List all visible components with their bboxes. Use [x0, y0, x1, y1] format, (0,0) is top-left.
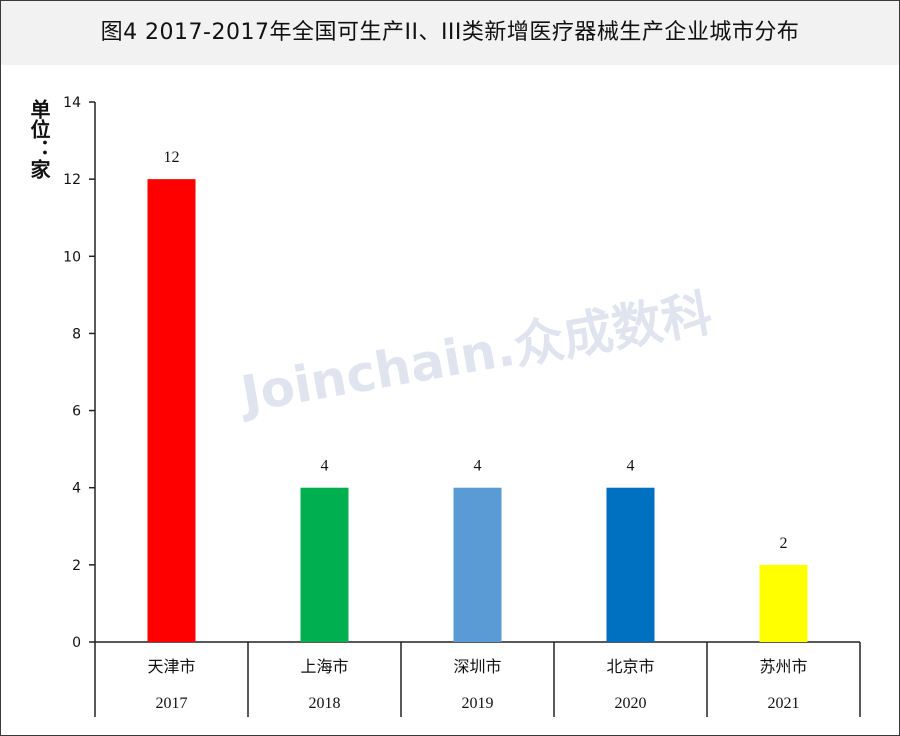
value-label-1: 4 [321, 458, 329, 475]
bar-4 [759, 564, 808, 642]
title-bar [1, 1, 899, 65]
category-label-2: 深圳市 [453, 657, 501, 676]
bar-0 [147, 179, 196, 642]
category-label-0: 天津市 [147, 657, 195, 676]
value-label-4: 2 [780, 535, 788, 552]
chart-title: 图4 2017-2017年全国可生产II、III类新增医疗器械生产企业城市分布 [100, 20, 800, 45]
year-label-1: 2018 [309, 695, 341, 712]
bar-2 [453, 487, 502, 642]
value-label-2: 4 [474, 458, 482, 475]
y-tick-label-2: 4 [72, 481, 81, 497]
year-label-2: 2019 [462, 695, 494, 712]
value-label-3: 4 [627, 458, 635, 475]
watermark: Joinchain.众成数科 [234, 284, 716, 424]
unit-label: 单位：家 [27, 99, 51, 179]
category-label-4: 苏州市 [759, 657, 807, 676]
y-tick-label-6: 12 [63, 172, 81, 188]
category-label-3: 北京市 [606, 657, 654, 676]
bar-1 [300, 487, 349, 642]
y-tick-label-5: 10 [63, 249, 81, 265]
y-tick-label-1: 2 [72, 558, 81, 574]
bar-3 [606, 487, 655, 642]
y-tick-label-3: 6 [72, 404, 81, 420]
year-label-4: 2021 [768, 695, 800, 712]
bars: 12 天津市 2017 4 上海市 2018 4 深圳市 2019 4 北京市 2020 2 苏州市 202… [147, 149, 807, 712]
y-tick-label-0: 0 [72, 635, 81, 651]
y-tick-label-7: 14 [63, 95, 81, 111]
category-label-1: 上海市 [300, 657, 348, 676]
y-tick-label-4: 8 [72, 326, 81, 342]
year-label-0: 2017 [156, 695, 188, 712]
value-label-0: 12 [164, 149, 180, 166]
year-label-3: 2020 [615, 695, 647, 712]
